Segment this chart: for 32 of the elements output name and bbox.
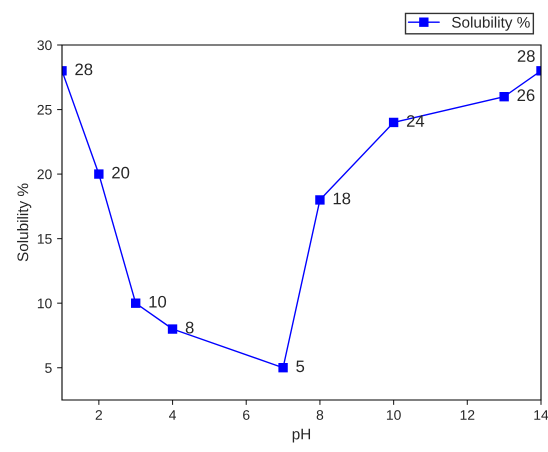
y-tick-label: 25 [38,104,52,115]
y-tick-label: 10 [38,298,52,308]
y-tick-label: 5 [45,363,52,373]
x-axis-title: pH [292,428,310,442]
data-label: 8 [186,322,194,334]
x-tick-label: 10 [386,410,401,420]
point [388,118,398,128]
data-label: 26 [517,89,534,102]
data-label: 10 [149,296,166,308]
point [94,169,104,179]
x-tick-label: 14 [534,410,548,420]
data-label: 5 [296,360,304,372]
data-label: 24 [406,115,424,127]
legend-label: Solubility % [452,16,530,31]
x-tick-label: 6 [243,410,250,420]
data-label: 20 [112,166,130,179]
x-tick-label: 12 [460,410,474,420]
point [278,363,288,372]
point [315,195,325,205]
data-label: 18 [334,192,350,204]
point [499,92,509,102]
point [131,298,140,308]
data-label: 28 [75,63,92,76]
data-label: 28 [518,50,535,62]
y-tick-label: 15 [38,234,52,244]
x-tick-label: 4 [168,410,176,420]
y-axis-title: Solubility % [17,184,32,262]
y-tick-label: 20 [38,169,52,180]
x-tick-label: 2 [96,410,102,420]
x-tick-label: 8 [316,410,324,420]
y-tick-label: 30 [37,40,52,50]
point [168,324,178,334]
